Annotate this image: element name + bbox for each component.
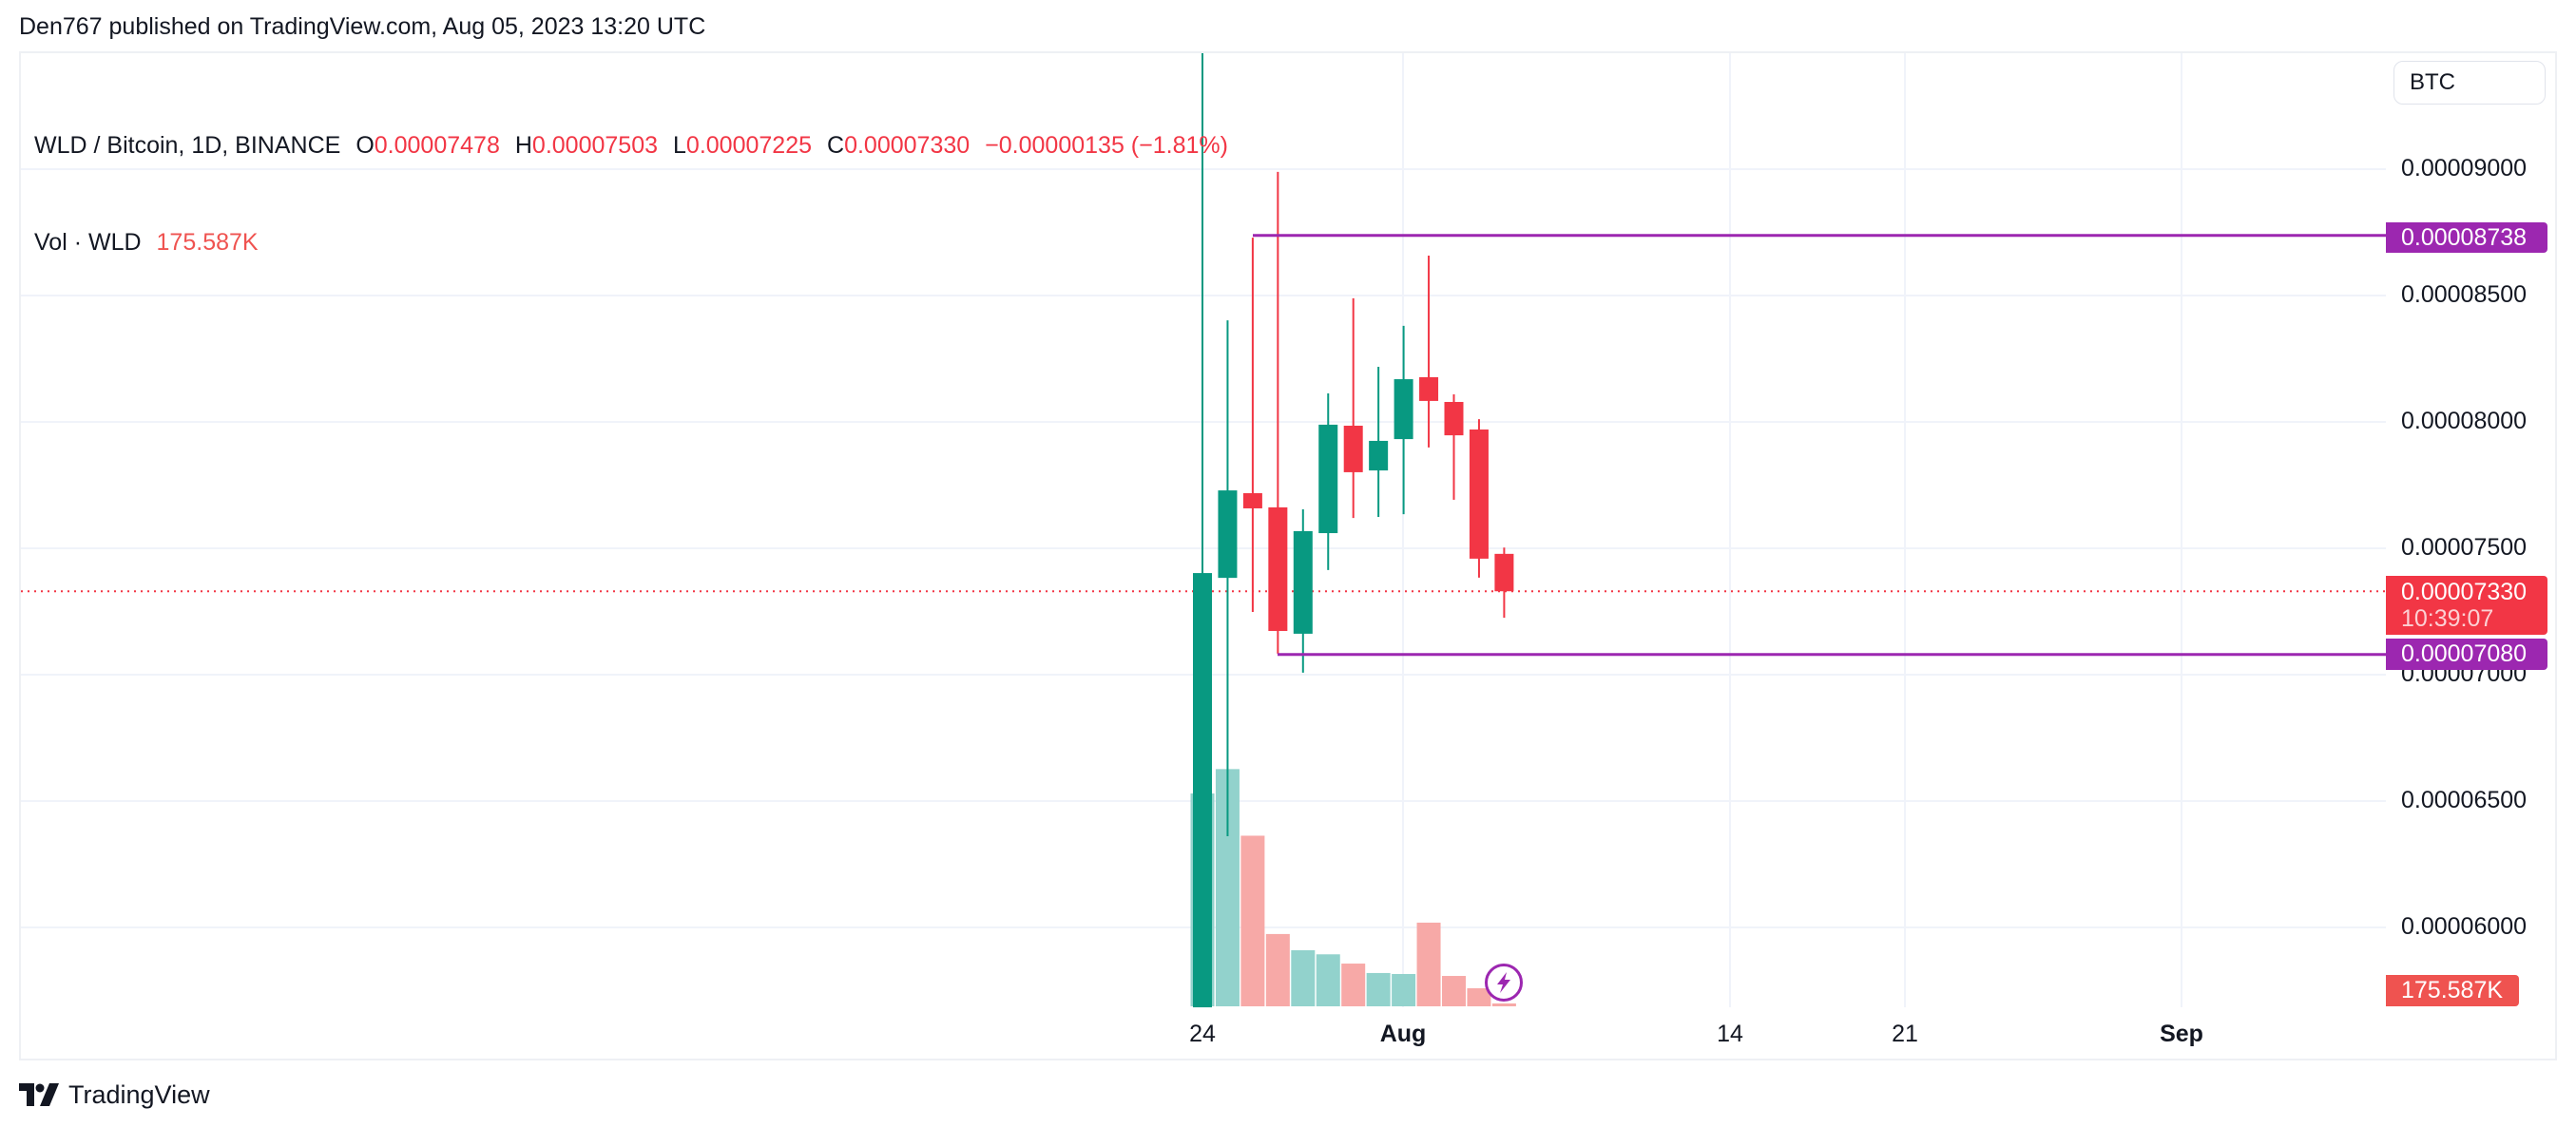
candle-down <box>1343 425 1363 472</box>
volume-bar <box>1240 835 1265 1006</box>
support-price-tag: 0.00007080 <box>2386 639 2547 670</box>
volume-bar <box>1442 976 1466 1006</box>
open-label: O <box>356 132 375 159</box>
close-label: C <box>827 132 845 159</box>
volume-bar <box>1416 922 1441 1006</box>
last-price-value: 0.00007330 <box>2401 579 2528 605</box>
volume-value: 175.587K <box>156 229 259 256</box>
time-tick-label: 24 <box>1189 1021 1216 1047</box>
time-tick-label: 14 <box>1717 1021 1743 1047</box>
high-value: 0.00007503 <box>531 132 659 159</box>
low-label: L <box>673 132 686 159</box>
price-tick-label: 0.00007500 <box>2401 534 2528 561</box>
candle-down <box>1444 401 1464 436</box>
time-tick-label: 21 <box>1892 1021 1918 1047</box>
close-value: 0.00007330 <box>844 132 971 159</box>
high-label: H <box>514 132 532 159</box>
candle-down <box>1494 553 1514 592</box>
volume-bar <box>1265 933 1290 1006</box>
candle-up <box>1193 573 1212 1008</box>
countdown-timer: 10:39:07 <box>2401 605 2494 632</box>
tradingview-wordmark: TradingView <box>68 1079 210 1109</box>
volume-bar <box>1316 954 1340 1006</box>
volume-row: Vol · WLD 175.587K <box>34 226 1228 258</box>
tradingview-logo-icon <box>19 1083 59 1106</box>
price-tick-label: 0.00008000 <box>2401 408 2528 434</box>
chart-frame[interactable] <box>19 51 2557 1060</box>
volume-tag: 175.587K <box>2386 975 2519 1006</box>
volume-bar <box>1491 1003 1516 1006</box>
volume-bar <box>1467 988 1491 1006</box>
volume-label[interactable]: Vol · WLD <box>34 229 142 256</box>
price-tick-label: 0.00006500 <box>2401 787 2528 813</box>
tradingview-logo[interactable]: TradingView <box>19 1078 210 1112</box>
candle-down <box>1469 429 1489 559</box>
volume-bar <box>1366 972 1391 1006</box>
currency-button[interactable]: BTC <box>2393 61 2546 105</box>
time-tick-label: Sep <box>2160 1021 2203 1047</box>
candle-up <box>1369 440 1389 471</box>
price-tick-label: 0.00008500 <box>2401 281 2528 308</box>
price-tick-label: 0.00006000 <box>2401 913 2528 940</box>
lightning-icon[interactable] <box>1485 964 1523 1002</box>
last-price-tag: 0.00007330 10:39:07 <box>2386 576 2547 635</box>
ohlc-row: WLD / Bitcoin, 1D, BINANCE O0.00007478 H0.… <box>34 129 1228 162</box>
price-tick-label: 0.00009000 <box>2401 155 2528 181</box>
volume-bar <box>1291 950 1316 1006</box>
symbol-title[interactable]: WLD / Bitcoin, 1D, BINANCE <box>34 132 341 159</box>
candle-down <box>1242 493 1262 508</box>
low-value: 0.00007225 <box>685 132 813 159</box>
volume-bar <box>1341 964 1366 1006</box>
resistance-price-tag: 0.00008738 <box>2386 222 2547 253</box>
candle-up <box>1293 530 1313 634</box>
chart-legend: WLD / Bitcoin, 1D, BINANCE O0.00007478 H0.… <box>34 65 1228 291</box>
publish-info: Den767 published on TradingView.com, Aug… <box>19 13 706 40</box>
candle-down <box>1419 376 1439 401</box>
change-value: −0.00000135 (−1.81%) <box>985 132 1228 159</box>
candle-up <box>1318 424 1338 534</box>
volume-bar <box>1392 973 1416 1006</box>
open-value: 0.00007478 <box>374 132 500 159</box>
candle-down <box>1268 506 1288 631</box>
candle-up <box>1218 490 1238 579</box>
candle-up <box>1394 379 1413 440</box>
time-tick-label: Aug <box>1379 1021 1427 1047</box>
